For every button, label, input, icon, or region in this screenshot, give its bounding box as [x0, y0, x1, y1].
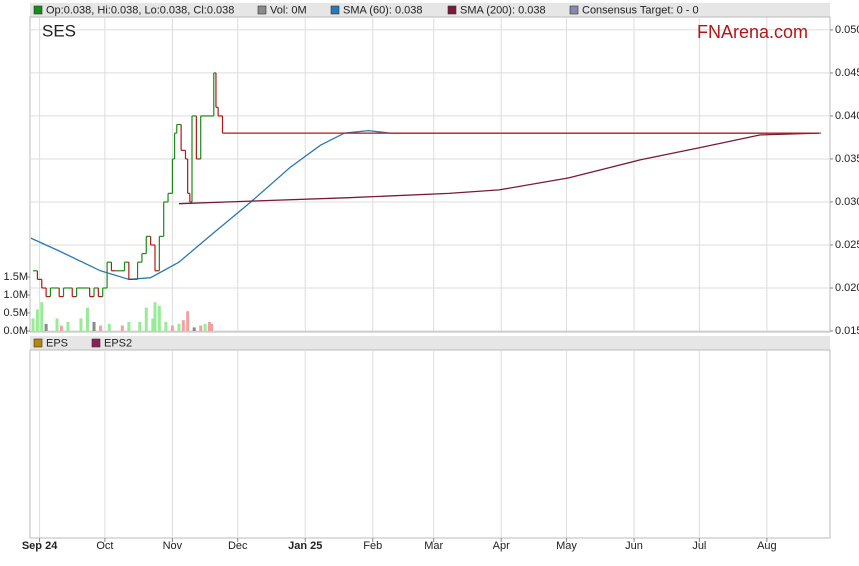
marks — [30, 72, 822, 331]
volume-bar — [210, 323, 214, 331]
x-tick-label: May — [556, 540, 577, 552]
x-tick-label: Sep 24 — [22, 540, 58, 552]
x-tick-label: Nov — [163, 540, 183, 552]
legend-swatch — [257, 5, 267, 15]
y2-tick-label: 1.0M — [4, 289, 28, 301]
volume-bar — [35, 309, 39, 331]
chart-title: SES — [42, 21, 76, 40]
legend-label: Vol: 0M — [270, 4, 307, 16]
y2-tick-label: 0.5M — [4, 307, 28, 319]
legend-label: Op:0.038, Hi:0.038, Lo:0.038, Cl:0.038 — [46, 4, 234, 16]
price-panel — [29, 16, 831, 333]
legend-swatch — [33, 338, 43, 348]
x-tick-label: Oct — [96, 540, 113, 552]
volume-bar — [66, 321, 70, 331]
volume-bar — [199, 325, 203, 331]
volume-bar — [92, 321, 96, 331]
volume-bar — [79, 318, 83, 331]
volume-bar — [120, 325, 124, 331]
y-tick-label: 0.050 — [835, 24, 859, 36]
legend-label: SMA (200): 0.038 — [460, 4, 546, 16]
y-tick-label: 0.015 — [835, 325, 859, 337]
x-tick-label: Dec — [228, 540, 248, 552]
legend-bar — [30, 3, 830, 17]
legend-swatch — [330, 5, 340, 15]
volume-bar — [44, 323, 48, 331]
x-tick-label: Jan 25 — [288, 540, 322, 552]
sma-line — [178, 132, 820, 205]
legend-swatch — [33, 5, 43, 15]
volume-bar — [177, 323, 181, 331]
y2-tick-label: 0.0M — [4, 325, 28, 337]
x-tick-label: Jun — [625, 540, 643, 552]
volume-bar — [99, 325, 103, 331]
volume-bar — [31, 318, 35, 331]
volume-bar — [186, 311, 190, 331]
volume-bar — [170, 325, 174, 331]
y-tick-label: 0.030 — [835, 196, 859, 208]
volume-bar — [127, 321, 131, 331]
y-tick-label: 0.020 — [835, 282, 859, 294]
x-tick-label: Feb — [363, 540, 382, 552]
volume-bar — [151, 318, 155, 331]
legend-swatch — [91, 338, 101, 348]
volume-bar — [138, 321, 142, 331]
y-tick-label: 0.040 — [835, 110, 859, 122]
volume-bar — [192, 327, 196, 331]
y-tick-label: 0.045 — [835, 67, 859, 79]
x-tick-label: Mar — [424, 540, 443, 552]
volume-bar — [85, 307, 89, 331]
volume-bar — [55, 318, 59, 331]
x-tick-label: Jul — [692, 540, 706, 552]
legend-swatch — [447, 5, 457, 15]
y2-tick-label: 1.5M — [4, 271, 28, 283]
volume-bar — [153, 302, 157, 331]
legend-label: EPS2 — [104, 337, 132, 349]
volume-bar — [59, 325, 63, 331]
sma-line — [30, 129, 820, 281]
legend-swatch — [569, 5, 579, 15]
x-tick-label: Aug — [757, 540, 777, 552]
volume-bar — [40, 302, 44, 331]
legend-label: Consensus Target: 0 - 0 — [582, 4, 699, 16]
lower-panel — [29, 349, 831, 539]
legend-label: EPS — [46, 337, 68, 349]
volume-bar — [181, 320, 185, 331]
volume-bar — [207, 321, 211, 331]
watermark: FNArena.com — [697, 22, 808, 42]
volume-bar — [107, 323, 111, 331]
y-tick-label: 0.025 — [835, 239, 859, 251]
volume-bar — [157, 305, 161, 331]
lower-legend-bar — [30, 336, 830, 350]
x-tick-label: Apr — [493, 540, 510, 552]
legend-label: SMA (60): 0.038 — [343, 4, 423, 16]
volume-bar — [144, 307, 148, 331]
y-tick-label: 0.035 — [835, 153, 859, 165]
volume-bar — [164, 321, 168, 331]
volume-bar — [203, 323, 207, 331]
